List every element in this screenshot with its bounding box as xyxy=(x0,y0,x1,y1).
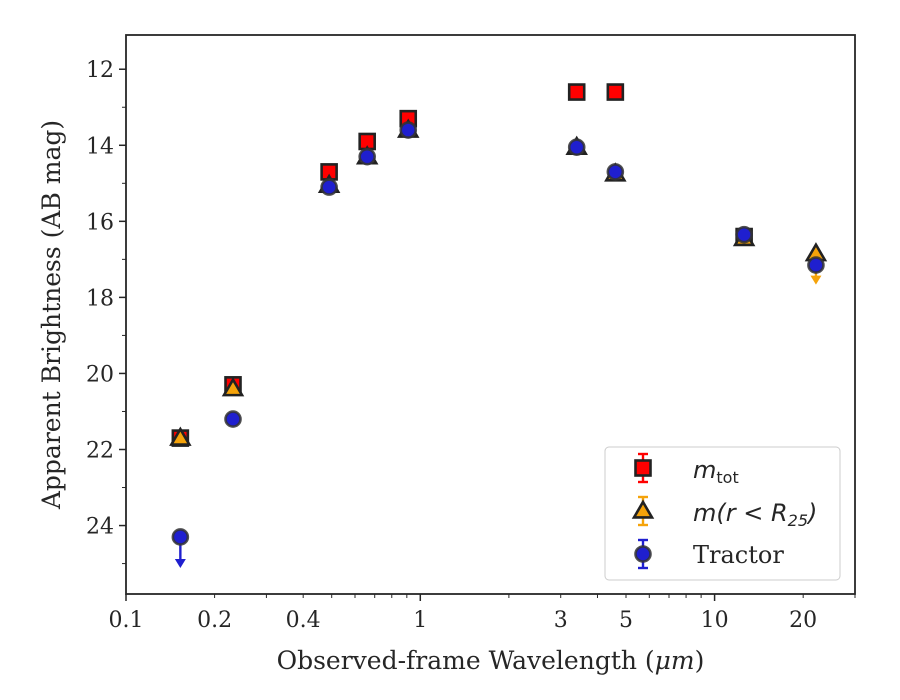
y-tick-label: 18 xyxy=(86,286,114,311)
point-mtot xyxy=(567,83,586,101)
point-mtot xyxy=(606,83,625,101)
legend-label-tractor: Tractor xyxy=(693,541,784,569)
x-tick-label: 10 xyxy=(701,608,729,633)
legend: mtot m(r < R25) Tractor xyxy=(604,446,841,581)
x-axis-label-prefix: Observed-frame Wavelength ( xyxy=(277,646,655,675)
legend-mtot-sub: tot xyxy=(716,468,738,487)
x-tick-label: 5 xyxy=(619,608,633,633)
y-tick-label: 12 xyxy=(86,58,114,83)
point-tractor xyxy=(358,147,376,166)
y-tick-label: 22 xyxy=(86,438,114,463)
legend-marker-mtot xyxy=(634,459,652,477)
point-tractor xyxy=(171,528,190,546)
x-tick-label: 0.2 xyxy=(197,608,232,633)
x-axis-label-suffix: ) xyxy=(695,646,705,675)
point-tractor xyxy=(735,225,753,244)
point-mr25 xyxy=(221,377,245,397)
plot-frame xyxy=(125,34,856,595)
upper-limit-arrow-mr25-head xyxy=(810,275,822,285)
legend-mr25-suffix: ) xyxy=(806,499,817,527)
x-tick-label: 0.4 xyxy=(286,608,321,633)
series-tractor xyxy=(171,121,825,568)
legend-mr25-prefix: m(r < R xyxy=(693,499,788,527)
upper-limit-arrow-tractor-head xyxy=(174,558,186,568)
point-tractor xyxy=(606,163,625,181)
y-tick-label: 20 xyxy=(86,362,114,387)
y-tick-label: 16 xyxy=(86,210,114,235)
legend-box xyxy=(604,446,841,581)
point-tractor xyxy=(567,138,586,156)
point-tractor xyxy=(399,121,418,139)
y-axis-label: Apparent Brightness (AB mag) xyxy=(37,120,66,510)
x-axis: 0.1 0.2 0.4 1 3 5 10 20 xyxy=(109,594,856,633)
legend-marker-tractor xyxy=(634,545,652,563)
x-axis-label: Observed-frame Wavelength (μm) xyxy=(277,646,705,675)
point-tractor xyxy=(320,178,338,196)
point-mr25 xyxy=(169,426,192,446)
legend-label-mtot: mtot xyxy=(693,456,739,487)
y-tick-label: 14 xyxy=(86,134,114,159)
legend-mtot-base: m xyxy=(693,456,716,484)
legend-markers xyxy=(631,452,655,570)
y-tick-label: 24 xyxy=(86,515,114,540)
x-axis-label-unit: μm xyxy=(655,646,695,675)
x-tick-label: 3 xyxy=(554,608,568,633)
legend-label-mr25: m(r < R25) xyxy=(693,499,817,530)
x-tick-label: 0.1 xyxy=(109,608,144,633)
legend-mr25-sub: 25 xyxy=(788,511,808,530)
x-tick-label: 20 xyxy=(789,608,817,633)
legend-marker-mr25 xyxy=(631,499,655,519)
data-marks xyxy=(169,83,828,568)
x-tick-label: 1 xyxy=(413,608,427,633)
y-axis: 12 14 16 18 20 22 24 xyxy=(86,58,126,565)
point-tractor xyxy=(224,410,242,428)
point-tractor xyxy=(807,256,825,274)
